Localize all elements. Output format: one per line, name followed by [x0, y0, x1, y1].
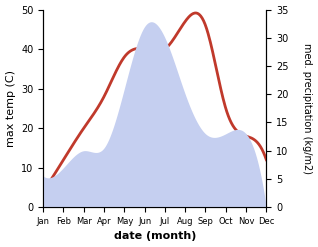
- Y-axis label: med. precipitation (kg/m2): med. precipitation (kg/m2): [302, 43, 313, 174]
- Y-axis label: max temp (C): max temp (C): [5, 70, 16, 147]
- X-axis label: date (month): date (month): [114, 231, 196, 242]
